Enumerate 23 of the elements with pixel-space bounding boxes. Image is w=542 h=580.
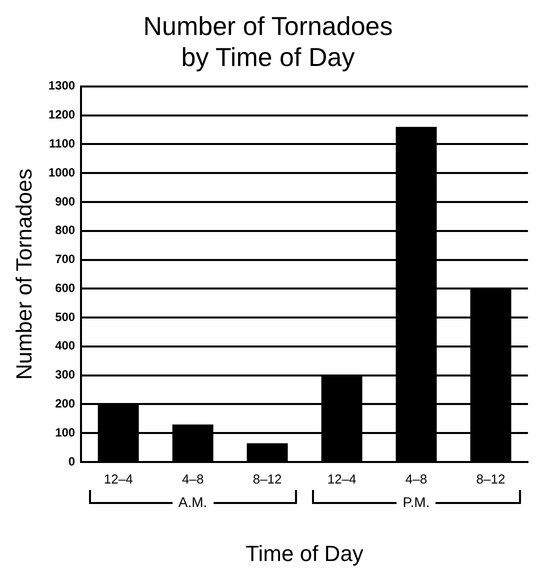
y-tick-label: 500 [55, 310, 76, 324]
y-tick-label: 1200 [48, 108, 76, 122]
x-tick-label: 4–8 [405, 471, 428, 486]
y-tick-label: 1100 [49, 136, 76, 150]
y-tick-label: 300 [55, 368, 76, 382]
x-tick-label: 12–4 [104, 471, 133, 486]
y-tick-label: 800 [55, 223, 76, 238]
y-axis-title: Number of Tornadoes [11, 168, 36, 380]
x-axis-title: Time of Day [246, 540, 364, 566]
x-tick-label: 4–8 [182, 471, 204, 486]
y-tick-label: 0 [68, 454, 76, 468]
y-tick-label: 400 [55, 338, 76, 353]
chart-title: Number of Tornadoes by Time of Day [143, 10, 393, 72]
x-tick-label: 8–12 [252, 471, 282, 486]
y-tick-label: 1300 [48, 78, 76, 93]
x-tick-label: 12–4 [327, 471, 356, 486]
y-tick-label: 900 [55, 194, 76, 208]
y-tick-label: 700 [55, 252, 76, 266]
y-tick-label: 100 [55, 425, 76, 440]
y-tick-label: 200 [55, 396, 76, 411]
x-tick-label: 8–12 [476, 471, 506, 486]
y-tick-label: 1000 [48, 165, 76, 180]
y-tick-label: 600 [55, 280, 76, 295]
